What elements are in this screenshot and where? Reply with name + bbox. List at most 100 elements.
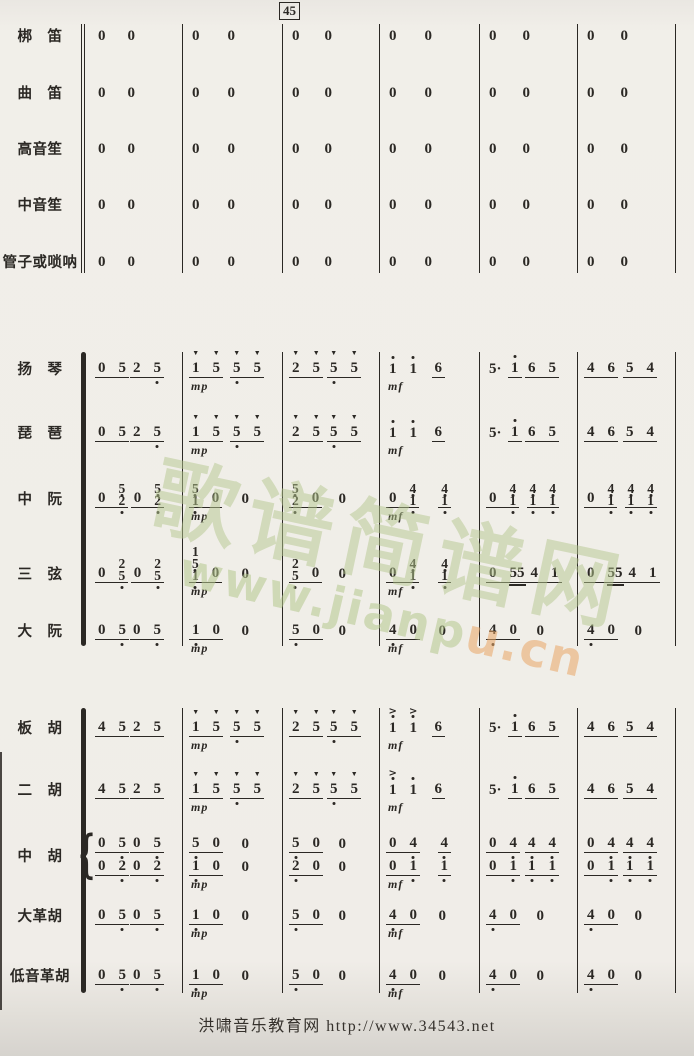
note-stack: 6 [527,360,537,377]
note: 0 [620,28,630,45]
dynamic-marking: mp [191,443,209,457]
octave-dot-low [511,879,515,882]
note-digit: 4 [586,622,596,646]
note-digit: 5 [312,719,321,735]
accent-mark: > [409,706,418,717]
dynamic-marking: mf [388,800,404,814]
tremolo-mark: ▼ [330,708,338,716]
octave-dot-low [120,879,124,882]
note-digit: 2 [133,719,141,735]
note-stack: 5 [232,719,242,743]
note: 5 ▼ [329,350,339,384]
tremolo-mark: ▼ [233,413,241,421]
beat-group: 0 [486,85,500,102]
beat-group: 0 [189,141,203,158]
note-stack: 5 [547,360,557,377]
note-digit: 2 [292,556,299,571]
note-digit: 0 [536,908,545,924]
note-stack: 0 [291,254,301,271]
octave-dot-low [293,494,297,497]
octave-dot-low [155,643,159,646]
note: 5 ▼ [329,709,339,743]
note-stack: 5 [118,967,128,991]
note-digit: 4 [409,481,417,497]
note: 2 ▼ [291,771,301,798]
beat-group: 0 [422,85,436,102]
note-digit: 0 [311,565,320,581]
octave-dot-low [294,643,298,646]
note-stack: 4 [509,835,519,859]
note-stack: 0 [212,622,222,639]
note-stack: 0 [97,967,107,984]
note-stack: 0 [97,197,107,214]
note: 5 ▼ [329,771,339,805]
note-digit: 4 [646,719,655,735]
note-digit: 1 [510,714,520,736]
note-digit: 4 [587,360,595,376]
note-stack: 2 [291,858,301,882]
beat-group: 0 [584,28,598,45]
measure: 0 55 4 1 [582,557,671,586]
note: 0 [438,908,448,925]
note-digit: 0 [489,490,497,506]
note-digit: 5 [329,424,339,448]
note: 5 ▼ [350,709,360,736]
note-stack: 4 [409,835,419,859]
beat-group: 0 [534,908,548,925]
note-digit: 1 [409,356,419,378]
octave-dot-low [411,879,415,882]
note-digit: 5 [626,719,634,735]
footer-credit: 洪啸音乐教育网 http://www.34543.net [198,1018,496,1035]
octave-dot-high [391,356,395,359]
note-stack: 0 [424,197,434,214]
note: 1 [646,858,656,882]
note-digit: 0 [98,141,106,157]
note-digit: 0 [409,622,418,638]
note-stack: 4 [527,835,537,859]
octave-dot-low [156,511,160,514]
note-stack: 0 [438,623,448,640]
note-digit: 0 [338,836,347,852]
note-stack: 5 [312,360,322,377]
note-digit: 6 [434,360,443,376]
system-bracket [81,352,86,646]
beat-group: 0 [95,28,109,45]
note-stack: 55 [509,565,526,582]
note-digit: 0 [522,141,531,157]
measure: 5· 1 6 5 [484,352,573,378]
octave-dot-low [491,928,495,931]
note-digit: 0 [620,28,629,44]
note-digit: 5 [153,835,163,859]
note-stack: 5 [291,835,301,859]
note-digit: 5 [292,481,299,497]
note-digit: 1 [440,494,449,514]
note-digit: 0 [127,141,136,157]
dynamic-marking: mf [388,877,404,891]
note-digit: 4 [646,424,655,440]
note: 1 [510,419,520,441]
note-stack: 0 [509,622,519,639]
tremolo-mark: ▼ [192,708,200,716]
note: 4 [548,835,558,859]
note: 5 [191,835,201,859]
note-stack: 4 [488,622,498,646]
note: 0 [424,28,434,45]
note-digit: 0 [241,623,250,639]
beat-group: 1 [437,858,451,882]
octave-dot-low [551,511,555,514]
note: 0 [212,835,222,852]
